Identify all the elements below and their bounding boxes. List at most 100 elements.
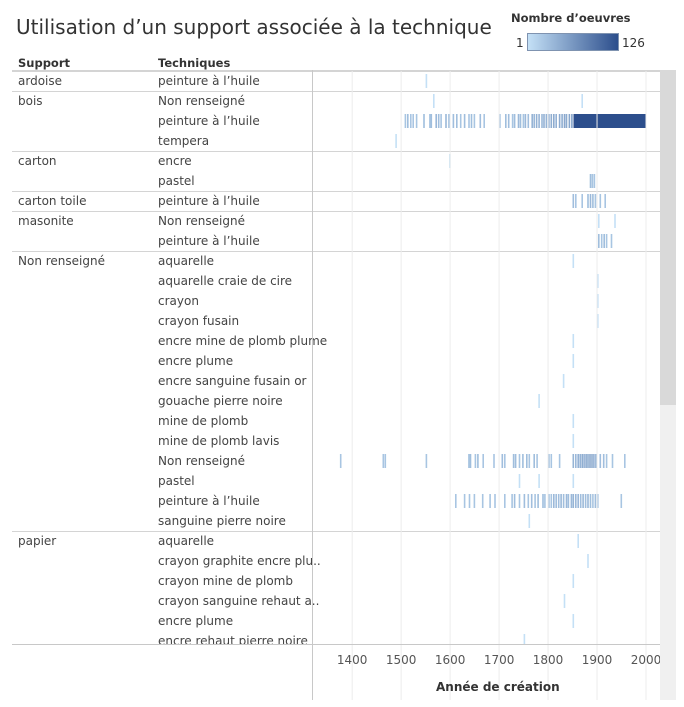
support-label: bois <box>18 94 43 108</box>
x-axis-label: Année de création <box>436 680 560 694</box>
heat-mark <box>620 494 623 508</box>
heat-mark <box>548 494 550 508</box>
legend-min-label: 1 <box>516 36 524 50</box>
vertical-scrollbar[interactable] <box>660 70 676 700</box>
heat-mark <box>504 454 506 468</box>
heat-mark <box>477 454 479 468</box>
heat-mark <box>579 494 582 508</box>
heat-mark <box>577 534 579 548</box>
heat-mark <box>583 454 585 468</box>
heat-mark <box>572 494 575 508</box>
heat-mark <box>511 114 514 128</box>
heat-mark <box>589 194 592 208</box>
heat-mark <box>575 194 577 208</box>
technique-label: mine de plomb lavis <box>158 434 279 448</box>
heat-mark <box>561 114 563 128</box>
heat-mark <box>448 114 450 128</box>
technique-label: peinture à l’huile <box>158 74 260 88</box>
heat-mark <box>542 494 544 508</box>
heat-mark <box>565 494 568 508</box>
support-label: papier <box>18 534 56 548</box>
heat-mark <box>587 114 600 128</box>
heat-mark <box>597 274 599 288</box>
heat-mark <box>468 494 471 508</box>
heat-mark <box>568 114 571 128</box>
heat-mark <box>494 494 496 508</box>
heat-mark <box>537 494 539 508</box>
technique-label: Non renseigné <box>158 454 245 468</box>
technique-label: pastel <box>158 174 195 188</box>
heat-mark <box>511 494 513 508</box>
scrollbar-thumb[interactable] <box>660 70 676 405</box>
heat-mark <box>604 194 606 208</box>
heat-mark <box>563 594 566 608</box>
heat-mark <box>507 114 510 128</box>
technique-label: encre plume <box>158 614 233 628</box>
heat-mark <box>513 494 516 508</box>
heat-mark <box>384 454 387 468</box>
heat-mark <box>616 114 629 128</box>
heat-mark <box>543 114 545 128</box>
heat-mark <box>603 234 605 248</box>
heat-mark <box>602 454 605 468</box>
technique-label: crayon sanguine rehaut a.. <box>158 594 319 608</box>
heat-mark <box>407 114 409 128</box>
heat-mark <box>562 374 565 388</box>
x-tick-label: 2000 <box>631 653 662 667</box>
heat-mark <box>565 114 568 128</box>
heat-mark <box>570 494 573 508</box>
heat-mark <box>572 474 575 488</box>
heat-mark <box>581 94 583 108</box>
technique-label: mine de plomb <box>158 414 248 428</box>
heat-mark <box>468 114 470 128</box>
heat-mark <box>563 114 566 128</box>
heat-mark <box>614 214 616 228</box>
technique-label: crayon graphite encre plu.. <box>158 554 321 568</box>
heat-mark <box>493 454 495 468</box>
heat-mark <box>538 114 540 128</box>
heat-mark <box>456 114 458 128</box>
heat-mark <box>605 234 608 248</box>
heat-mark <box>572 194 575 208</box>
heat-mark <box>479 114 482 128</box>
heat-mark <box>528 454 531 468</box>
heat-mark <box>527 114 530 128</box>
heat-mark <box>523 634 526 644</box>
heat-mark <box>463 114 466 128</box>
heat-mark <box>455 494 457 508</box>
support-label: carton <box>18 154 57 168</box>
heat-mark <box>585 454 587 468</box>
heat-mark <box>412 114 414 128</box>
heat-mark <box>572 414 575 428</box>
heat-mark <box>410 114 412 128</box>
x-tick-label: 1600 <box>435 653 466 667</box>
heat-mark <box>526 454 528 468</box>
heat-mark <box>560 494 562 508</box>
heat-mark <box>514 454 517 468</box>
heat-mark <box>536 454 538 468</box>
heat-mark <box>534 494 536 508</box>
heat-mark <box>522 454 524 468</box>
heat-mark <box>541 114 543 128</box>
technique-label: aquarelle <box>158 534 214 548</box>
heat-mark <box>553 114 555 128</box>
heat-mark <box>425 454 428 468</box>
color-legend-bar <box>527 33 619 51</box>
heat-mark <box>470 114 473 128</box>
heat-mark <box>593 454 595 468</box>
heat-mark <box>587 494 589 508</box>
table-body: ardoise peinture à l’huile bois Non renseig… <box>12 71 660 644</box>
heat-mark <box>533 454 535 468</box>
heat-mark <box>600 234 603 248</box>
technique-label: peinture à l’huile <box>158 114 260 128</box>
heat-mark <box>591 454 593 468</box>
heat-mark <box>558 114 561 128</box>
heat-mark <box>433 94 435 108</box>
heat-mark <box>599 454 602 468</box>
heat-mark <box>571 114 573 128</box>
heat-mark <box>593 174 596 188</box>
heat-mark <box>582 494 584 508</box>
heat-mark <box>512 454 515 468</box>
heat-mark <box>572 434 575 448</box>
heat-mark <box>474 454 477 468</box>
